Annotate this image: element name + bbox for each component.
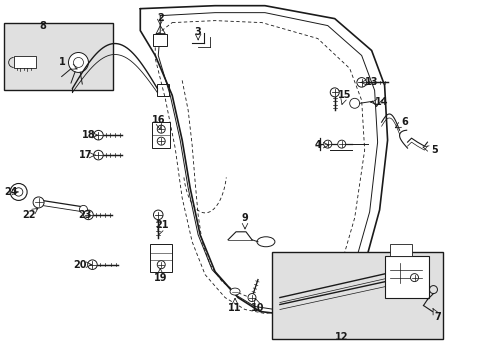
Bar — [389, 244, 411, 256]
Circle shape — [410, 274, 418, 282]
Text: 22: 22 — [22, 210, 35, 220]
Circle shape — [337, 140, 345, 148]
Text: 19: 19 — [153, 273, 166, 283]
Text: 21: 21 — [155, 220, 169, 230]
Circle shape — [87, 260, 97, 269]
Text: 14: 14 — [374, 97, 387, 107]
Text: 2: 2 — [157, 13, 163, 23]
Bar — [150, 244, 172, 272]
Circle shape — [10, 184, 27, 201]
Circle shape — [323, 140, 331, 148]
Text: 24: 24 — [4, 187, 18, 197]
Text: 10: 10 — [251, 302, 264, 312]
Text: 12: 12 — [334, 332, 348, 342]
Text: 8: 8 — [39, 21, 46, 31]
Bar — [14, 57, 36, 68]
Circle shape — [80, 206, 87, 213]
Bar — [152, 122, 170, 148]
Circle shape — [93, 130, 103, 140]
Circle shape — [157, 137, 165, 145]
Text: 5: 5 — [430, 145, 437, 155]
Text: 11: 11 — [228, 302, 241, 312]
Text: 3: 3 — [194, 27, 201, 37]
Circle shape — [93, 150, 103, 160]
Circle shape — [83, 210, 93, 220]
Text: 13: 13 — [364, 77, 378, 87]
Text: 6: 6 — [400, 117, 407, 127]
Circle shape — [157, 125, 165, 133]
Ellipse shape — [229, 288, 240, 295]
Bar — [153, 33, 167, 45]
Bar — [4, 23, 113, 90]
Text: 23: 23 — [79, 210, 92, 220]
Text: 1: 1 — [59, 58, 66, 67]
Circle shape — [153, 210, 163, 220]
Text: 17: 17 — [79, 150, 92, 160]
Circle shape — [157, 261, 165, 269]
Circle shape — [68, 53, 88, 72]
Circle shape — [329, 88, 339, 97]
Circle shape — [349, 98, 359, 108]
Text: 9: 9 — [241, 213, 248, 223]
Text: 16: 16 — [151, 115, 164, 125]
Text: 4: 4 — [314, 140, 321, 150]
Text: 15: 15 — [337, 90, 351, 100]
Text: 7: 7 — [433, 312, 440, 323]
Bar — [157, 84, 169, 96]
Circle shape — [247, 293, 255, 302]
Bar — [384, 256, 428, 298]
Circle shape — [356, 78, 366, 87]
Bar — [271, 252, 443, 339]
Circle shape — [33, 197, 44, 208]
Ellipse shape — [256, 237, 274, 247]
Text: 20: 20 — [74, 260, 87, 270]
Text: 18: 18 — [81, 130, 95, 140]
